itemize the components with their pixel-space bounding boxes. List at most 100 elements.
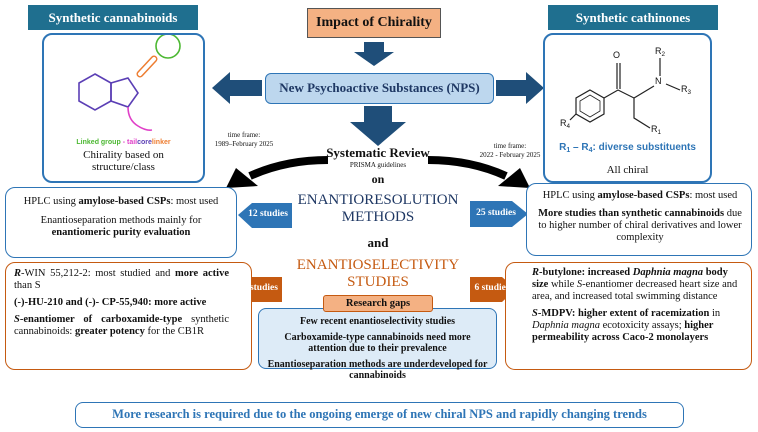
time-frame: time frame: 1989–February 2025 xyxy=(204,131,284,149)
label-segment: 2 xyxy=(661,51,666,58)
cannabinoids-panel xyxy=(42,33,205,183)
text-segment: -butylone: increased xyxy=(539,267,633,278)
bonds xyxy=(603,85,655,99)
text-line: time frame: xyxy=(227,131,261,139)
text-line: 1989–February 2025 xyxy=(214,140,274,148)
atom-label: O xyxy=(613,50,620,60)
text-line: HPLC using amylose-based CSPs: most used xyxy=(12,196,230,208)
text-segment: : most used xyxy=(689,190,738,201)
arrowhead xyxy=(226,168,258,188)
label-segment: 4 xyxy=(566,123,571,130)
nps-box: New Psychoactive Substances (NPS) xyxy=(265,73,494,104)
arrow-left xyxy=(212,72,262,104)
label-segment: 1 xyxy=(657,129,662,136)
count-label: 39 studies xyxy=(238,283,278,293)
legend-segment: tail xyxy=(126,139,138,146)
atom-label: R1 xyxy=(651,124,661,136)
text-segment: for the CB1R xyxy=(144,326,205,337)
structure-legend: Linked group - tailcorelinker xyxy=(42,139,205,146)
cathinones-header: Synthetic cathinones xyxy=(548,5,718,30)
structure-note: Chirality based on structure/class xyxy=(42,149,205,173)
atom-label: R3 xyxy=(681,84,691,96)
label-segment: O xyxy=(613,50,621,60)
legend-segment: linker xyxy=(151,139,171,146)
time-frame: time frame: 2022 - February 2025 xyxy=(470,142,550,160)
text-line: R-WIN 55,212-2: most studied and more ac… xyxy=(14,268,229,292)
count-label: 25 studies xyxy=(476,208,516,218)
text-segment: HPLC using xyxy=(23,196,79,207)
text-segment: due to higher number of chiral derivativ… xyxy=(538,208,742,243)
atom-label: R2 xyxy=(655,46,665,58)
text-segment: -MDPV: higher extent of racemization xyxy=(537,308,710,319)
bond xyxy=(665,83,681,91)
benzene-inner xyxy=(579,94,601,118)
text-segment: S xyxy=(532,308,538,319)
text-segment: Daphnia magna xyxy=(632,267,704,278)
text-segment: while xyxy=(548,279,577,290)
gap-item: Enantioseparation methods are underdevel… xyxy=(267,358,488,382)
footer: More research is required due to the ong… xyxy=(75,402,684,428)
text-segment: -WIN 55,212-2 xyxy=(21,268,88,279)
text-line: More studies than synthetic cannabinoids… xyxy=(535,208,745,244)
review: Systematic Review xyxy=(326,145,430,160)
guidelines: PRISMA guidelines xyxy=(349,161,407,169)
count-arrow xyxy=(470,201,528,227)
pentagon xyxy=(110,77,139,108)
arrow-down xyxy=(354,42,394,66)
curved-arrow xyxy=(248,156,329,180)
cannabinoids-header: Synthetic cannabinoids xyxy=(28,5,198,30)
tail xyxy=(127,106,153,131)
text-segment: 1 xyxy=(566,147,571,154)
text-segment: R xyxy=(532,267,540,278)
text-segment: in xyxy=(709,308,721,319)
text-segment: More studies than synthetic cannabinoids xyxy=(538,208,725,219)
legend-segment: - xyxy=(120,139,127,146)
cannabinoid-findings: R-WIN 55,212-2: most studied and more ac… xyxy=(5,262,252,370)
text-line: ENANTIOSELECTIVITY xyxy=(296,257,460,273)
label-segment: R xyxy=(560,118,567,128)
cathinones-panel xyxy=(543,33,712,183)
arrow-right xyxy=(496,72,544,104)
text-line: time frame: xyxy=(493,142,527,150)
text-segment: amylose-based CSPs xyxy=(597,190,690,201)
methods-title: ENANTIORESOLUTION METHODS xyxy=(278,192,478,226)
count-label: 12 studies xyxy=(248,209,288,219)
text-segment: R xyxy=(559,142,567,153)
cannabinoid-methods: HPLC using amylose-based CSPs: most used… xyxy=(5,187,237,258)
text-segment: higher permeability across Caco-2 monola… xyxy=(532,320,714,343)
text-line: S-MDPV: higher extent of racemization in… xyxy=(532,308,745,344)
cathinone-findings: R-butylone: increased Daphnia magna body… xyxy=(505,262,752,370)
text-segment: -enantiomer decreased heart size and are… xyxy=(532,279,738,302)
legend-segment: Linked group xyxy=(76,139,121,146)
text-segment: (-)-HU-210 and (-)- CP-55,940: more acti… xyxy=(14,297,207,308)
label-segment: 3 xyxy=(687,89,692,96)
atom-label: R4 xyxy=(560,118,570,130)
text-line: S-enantiomer of carboxamide-type synthet… xyxy=(14,314,229,338)
and: and xyxy=(367,235,389,250)
text-segment: body size xyxy=(532,267,728,290)
label-segment: N xyxy=(655,76,662,86)
text-line: structure/class xyxy=(92,161,155,173)
text-line: STUDIES xyxy=(347,274,409,290)
text-segment: enantiomeric purity evaluation xyxy=(51,227,191,238)
research-gaps: Few recent enantioselectivity studies Car… xyxy=(258,308,497,381)
substituents: R1 – R4: diverse substituents xyxy=(543,142,712,154)
research-gaps-title: Research gaps xyxy=(323,295,433,312)
text-segment: 4 xyxy=(588,147,593,154)
text-segment: S xyxy=(14,314,20,325)
text-segment: synthetic cannabinoids: xyxy=(14,314,229,337)
label-segment: R xyxy=(655,46,662,56)
text-line: (-)-HU-210 and (-)- CP-55,940: more acti… xyxy=(14,297,229,309)
curved-arrow xyxy=(427,156,508,180)
text-line: Chirality based on xyxy=(83,149,164,161)
main-title: Impact of Chirality xyxy=(307,8,441,38)
label-segment: R xyxy=(651,124,658,134)
text-segment: : most used xyxy=(170,196,219,207)
legend-segment: core xyxy=(137,139,152,146)
arrow-down xyxy=(350,106,406,146)
gap-item: Carboxamide-type cannabinoids need more … xyxy=(284,331,471,355)
on: on xyxy=(371,172,385,186)
text-segment: greater potency xyxy=(74,326,145,337)
